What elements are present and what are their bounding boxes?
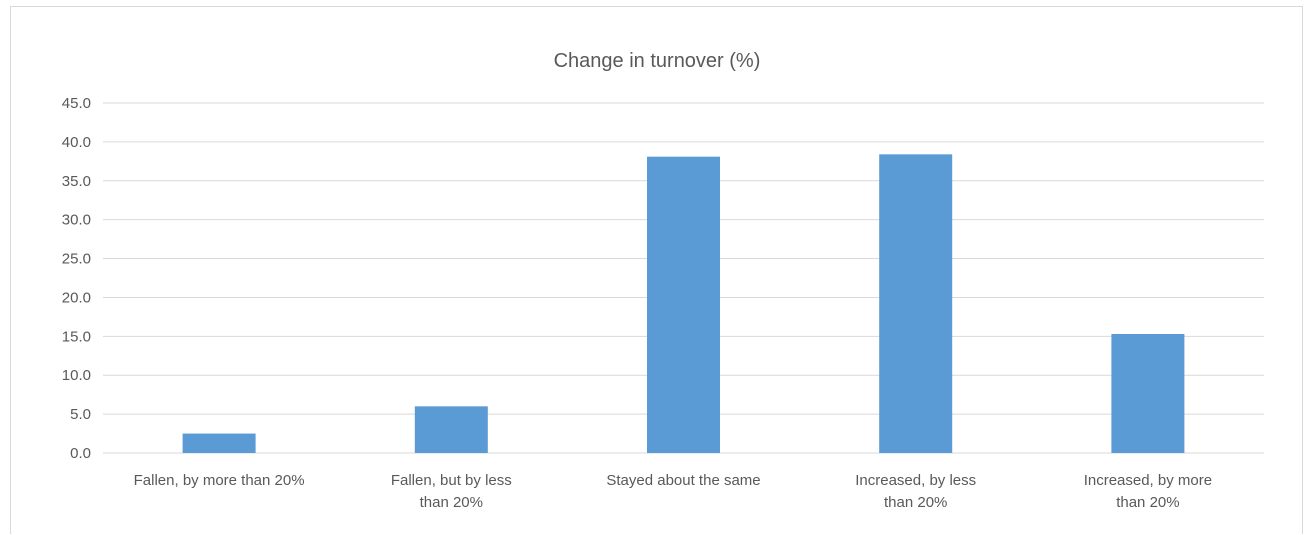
y-tick-label: 20.0 bbox=[62, 289, 91, 306]
x-category-label-line: Increased, by less bbox=[855, 472, 976, 489]
y-tick-label: 35.0 bbox=[62, 173, 91, 190]
x-category-label-line: than 20% bbox=[884, 494, 947, 511]
x-category-label: Increased, by more than 20% bbox=[1084, 472, 1212, 511]
bar bbox=[414, 406, 488, 453]
y-tick-label: 10.0 bbox=[62, 367, 91, 384]
x-category-label-line: than 20% bbox=[420, 494, 483, 511]
x-category-label: Increased, by less than 20% bbox=[855, 472, 976, 511]
x-category-label-line: Increased, by more bbox=[1084, 472, 1212, 489]
x-category-label: Fallen, but by less than 20% bbox=[391, 472, 512, 511]
x-category-label-line: Fallen, but by less bbox=[391, 472, 512, 489]
y-tick-label: 15.0 bbox=[62, 328, 91, 345]
bar bbox=[647, 156, 720, 453]
bars bbox=[182, 154, 1185, 454]
bar bbox=[879, 154, 953, 454]
y-tick-label: 45.0 bbox=[62, 95, 91, 112]
x-category-label: Fallen, by more than 20% bbox=[134, 472, 305, 489]
y-axis-ticks: 0.0 5.0 10.0 15.0 20.0 25.0 30.0 35.0 40.0 45.0 bbox=[62, 95, 91, 462]
x-category-label-line: than 20% bbox=[1116, 494, 1179, 511]
bar bbox=[1111, 334, 1185, 453]
chart-frame: Change in turnover (%) 0.0 5.0 10.0 15.0 20.… bbox=[10, 6, 1303, 534]
x-category-label-line: Stayed about the same bbox=[606, 472, 760, 489]
y-tick-label: 0.0 bbox=[70, 445, 91, 462]
y-tick-label: 25.0 bbox=[62, 251, 91, 268]
y-tick-label: 5.0 bbox=[70, 406, 91, 423]
y-tick-label: 40.0 bbox=[62, 134, 91, 151]
bar-chart: Change in turnover (%) 0.0 5.0 10.0 15.0 20.… bbox=[62, 50, 1264, 511]
x-category-label: Stayed about the same bbox=[606, 472, 760, 489]
chart-title: Change in turnover (%) bbox=[554, 50, 761, 72]
x-axis-categories: Fallen, by more than 20% Fallen, but by l… bbox=[134, 472, 1212, 511]
y-tick-label: 30.0 bbox=[62, 212, 91, 229]
x-category-label-line: Fallen, by more than 20% bbox=[134, 472, 305, 489]
bar bbox=[182, 433, 256, 453]
